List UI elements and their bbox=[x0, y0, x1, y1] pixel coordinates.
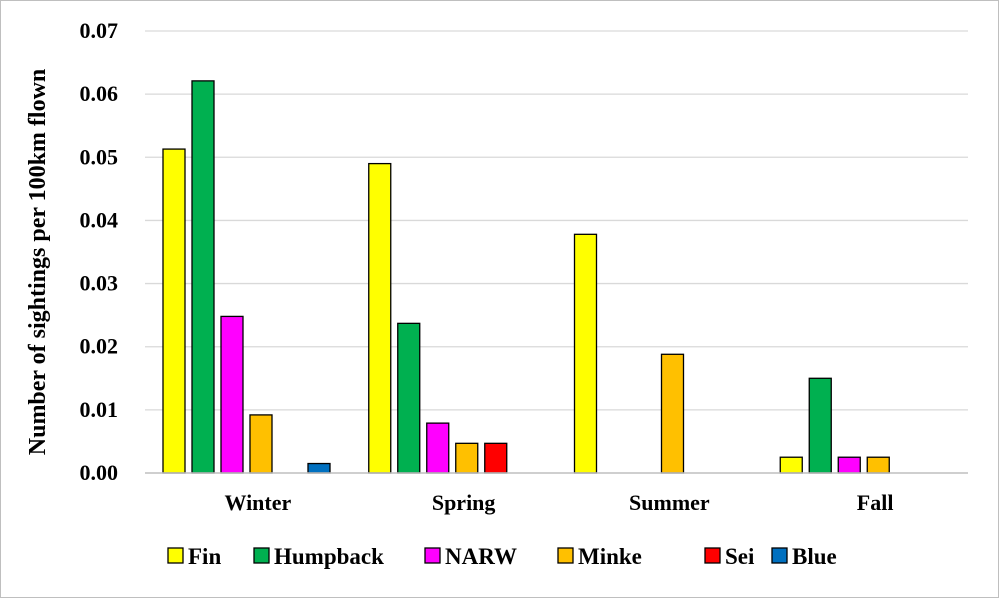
legend-swatch-minke bbox=[557, 547, 574, 564]
y-axis-ticks: 0.00 0.01 0.02 0.03 0.04 0.05 0.06 0.07 bbox=[80, 18, 119, 485]
y-axis-label: Number of sightings per 100km flown bbox=[25, 69, 51, 455]
bar-sei-spring bbox=[484, 442, 508, 474]
legend-swatch-narw bbox=[424, 547, 441, 564]
y-tick-label: 0.03 bbox=[80, 271, 119, 296]
y-tick-label: 0.02 bbox=[80, 334, 119, 359]
legend-label-blue: Blue bbox=[792, 544, 837, 569]
x-category-label: Winter bbox=[224, 490, 291, 515]
y-tick-label: 0.07 bbox=[80, 18, 119, 43]
bar-narw-fall bbox=[837, 456, 861, 474]
y-tick-label: 0.06 bbox=[80, 81, 119, 106]
bar-minke-winter bbox=[249, 414, 273, 474]
legend-label-minke: Minke bbox=[578, 544, 642, 569]
bars bbox=[162, 80, 890, 474]
bar-minke-fall bbox=[866, 456, 890, 474]
bar-narw-winter bbox=[220, 315, 244, 474]
bar-blue-winter bbox=[307, 462, 331, 474]
bar-humpback-winter bbox=[191, 80, 215, 474]
bar-narw-spring bbox=[426, 422, 450, 474]
bar-minke-summer bbox=[660, 353, 685, 474]
legend-swatch-blue bbox=[771, 547, 788, 564]
legend-label-narw: NARW bbox=[445, 544, 517, 569]
x-category-label: Fall bbox=[857, 490, 894, 515]
legend-label-humpback: Humpback bbox=[274, 544, 384, 569]
bar-fin-summer bbox=[573, 233, 598, 474]
y-tick-label: 0.04 bbox=[80, 207, 119, 232]
bar-humpback-fall bbox=[808, 377, 832, 474]
gridlines bbox=[145, 30, 968, 411]
bar-fin-spring bbox=[368, 162, 392, 474]
bar-humpback-spring bbox=[397, 322, 421, 474]
legend-label-sei: Sei bbox=[725, 544, 755, 569]
legend-swatch-sei bbox=[704, 547, 721, 564]
y-tick-label: 0.01 bbox=[80, 397, 119, 422]
x-axis-categories: Winter Spring Summer Fall bbox=[224, 490, 893, 515]
bar-fin-winter bbox=[162, 148, 186, 474]
legend-label-fin: Fin bbox=[188, 544, 221, 569]
bar-fin-fall bbox=[779, 456, 803, 474]
x-category-label: Summer bbox=[629, 490, 710, 515]
bar-minke-spring bbox=[455, 442, 479, 474]
x-category-label: Spring bbox=[432, 490, 496, 515]
y-tick-label: 0.00 bbox=[80, 460, 119, 485]
legend-swatch-fin bbox=[167, 547, 184, 564]
y-tick-label: 0.05 bbox=[80, 144, 119, 169]
legend-swatch-humpback bbox=[253, 547, 270, 564]
legend: Fin Humpback NARW Minke Sei Blue bbox=[167, 544, 837, 569]
